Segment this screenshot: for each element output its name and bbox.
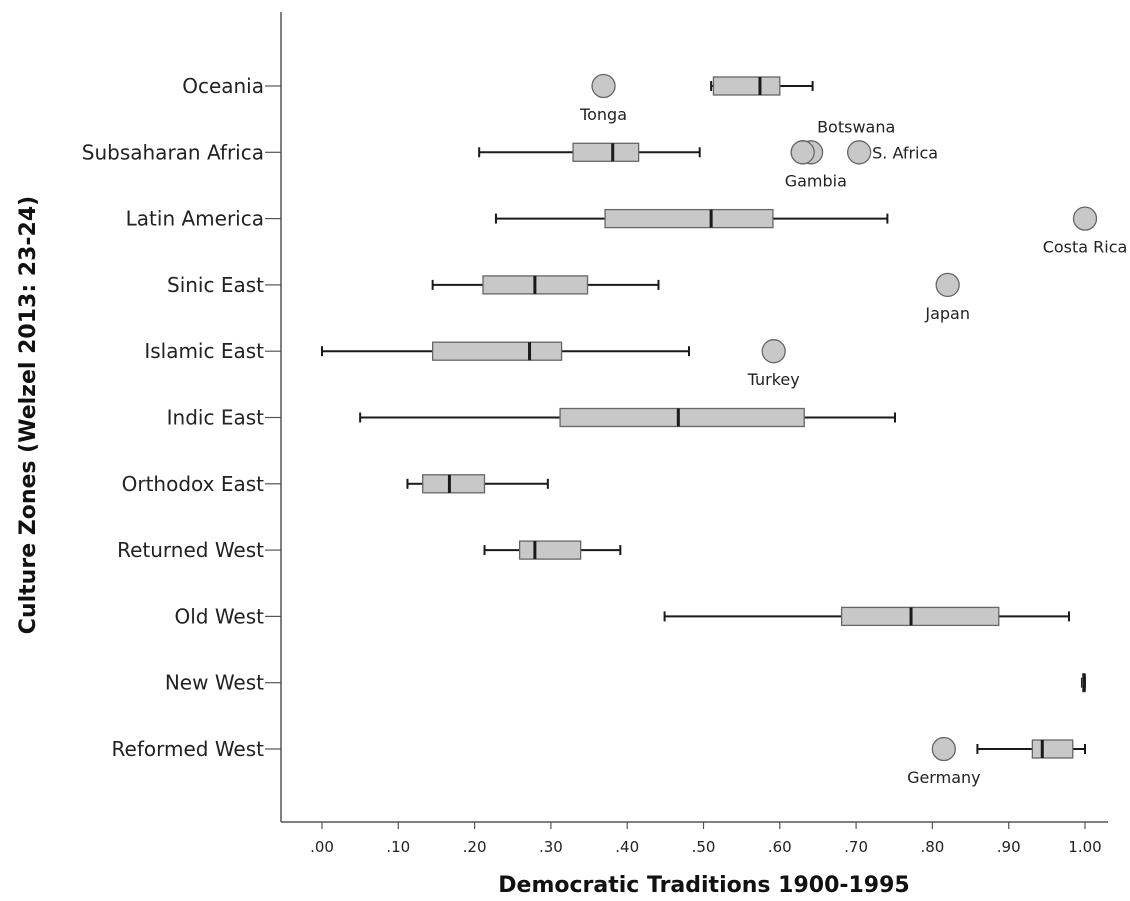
outlier-label: Turkey — [747, 370, 800, 389]
box — [1031, 739, 1074, 759]
x-tick-label: 1.00 — [1068, 838, 1101, 856]
box — [518, 540, 582, 560]
outlier-label: Gambia — [785, 171, 847, 190]
x-tick-label: .60 — [768, 838, 792, 856]
category-label: Sinic East — [167, 273, 264, 297]
outlier-point — [790, 140, 815, 165]
outlier-point — [847, 140, 872, 165]
outlier-point — [591, 73, 616, 99]
category-label: Indic East — [167, 406, 264, 430]
outlier-label: Botswana — [817, 117, 895, 136]
category-label: Old West — [174, 604, 264, 628]
outlier-label: Costa Rica — [1043, 238, 1128, 257]
category-label: Subsaharan Africa — [82, 140, 264, 164]
x-tick-label: .70 — [844, 838, 868, 856]
x-tick-label: .90 — [997, 838, 1021, 856]
category-label: Returned West — [117, 538, 264, 562]
category-label: Reformed West — [112, 737, 265, 761]
category-label: Islamic East — [144, 339, 264, 363]
x-tick-label: .20 — [463, 838, 487, 856]
category-label: Orthodox East — [122, 472, 265, 496]
x-axis-title: Democratic Traditions 1900-1995 — [498, 873, 909, 898]
x-tick-label: .80 — [920, 838, 944, 856]
box — [422, 474, 486, 494]
box — [559, 407, 805, 428]
x-tick-label: .00 — [310, 838, 334, 856]
outlier-point — [935, 272, 960, 298]
x-tick-label: .30 — [539, 838, 563, 856]
outlier-label: Japan — [924, 304, 970, 323]
y-axis-title: Culture Zones (Welzel 2013: 23-24) — [16, 196, 41, 634]
category-label: Oceania — [182, 74, 264, 98]
box — [840, 606, 1000, 627]
x-tick-label: .10 — [386, 838, 410, 856]
outlier-point — [931, 736, 956, 762]
x-tick-label: .50 — [692, 838, 716, 856]
outlier-label: Tonga — [579, 105, 627, 124]
category-label: Latin America — [126, 207, 264, 231]
x-tick-label: .40 — [615, 838, 639, 856]
outlier-label: S. Africa — [872, 143, 938, 162]
outlier-label: Germany — [907, 768, 981, 787]
category-label: New West — [165, 671, 264, 695]
plot-area: .00 .10 .20 .30 .40 .50 .60 .70 .80 .90 1.00 Oceani… — [82, 12, 1128, 856]
box — [572, 142, 640, 162]
box — [604, 208, 774, 229]
outlier-point — [1072, 206, 1098, 231]
box — [712, 76, 781, 96]
box — [431, 341, 563, 361]
outlier-point — [761, 339, 786, 364]
